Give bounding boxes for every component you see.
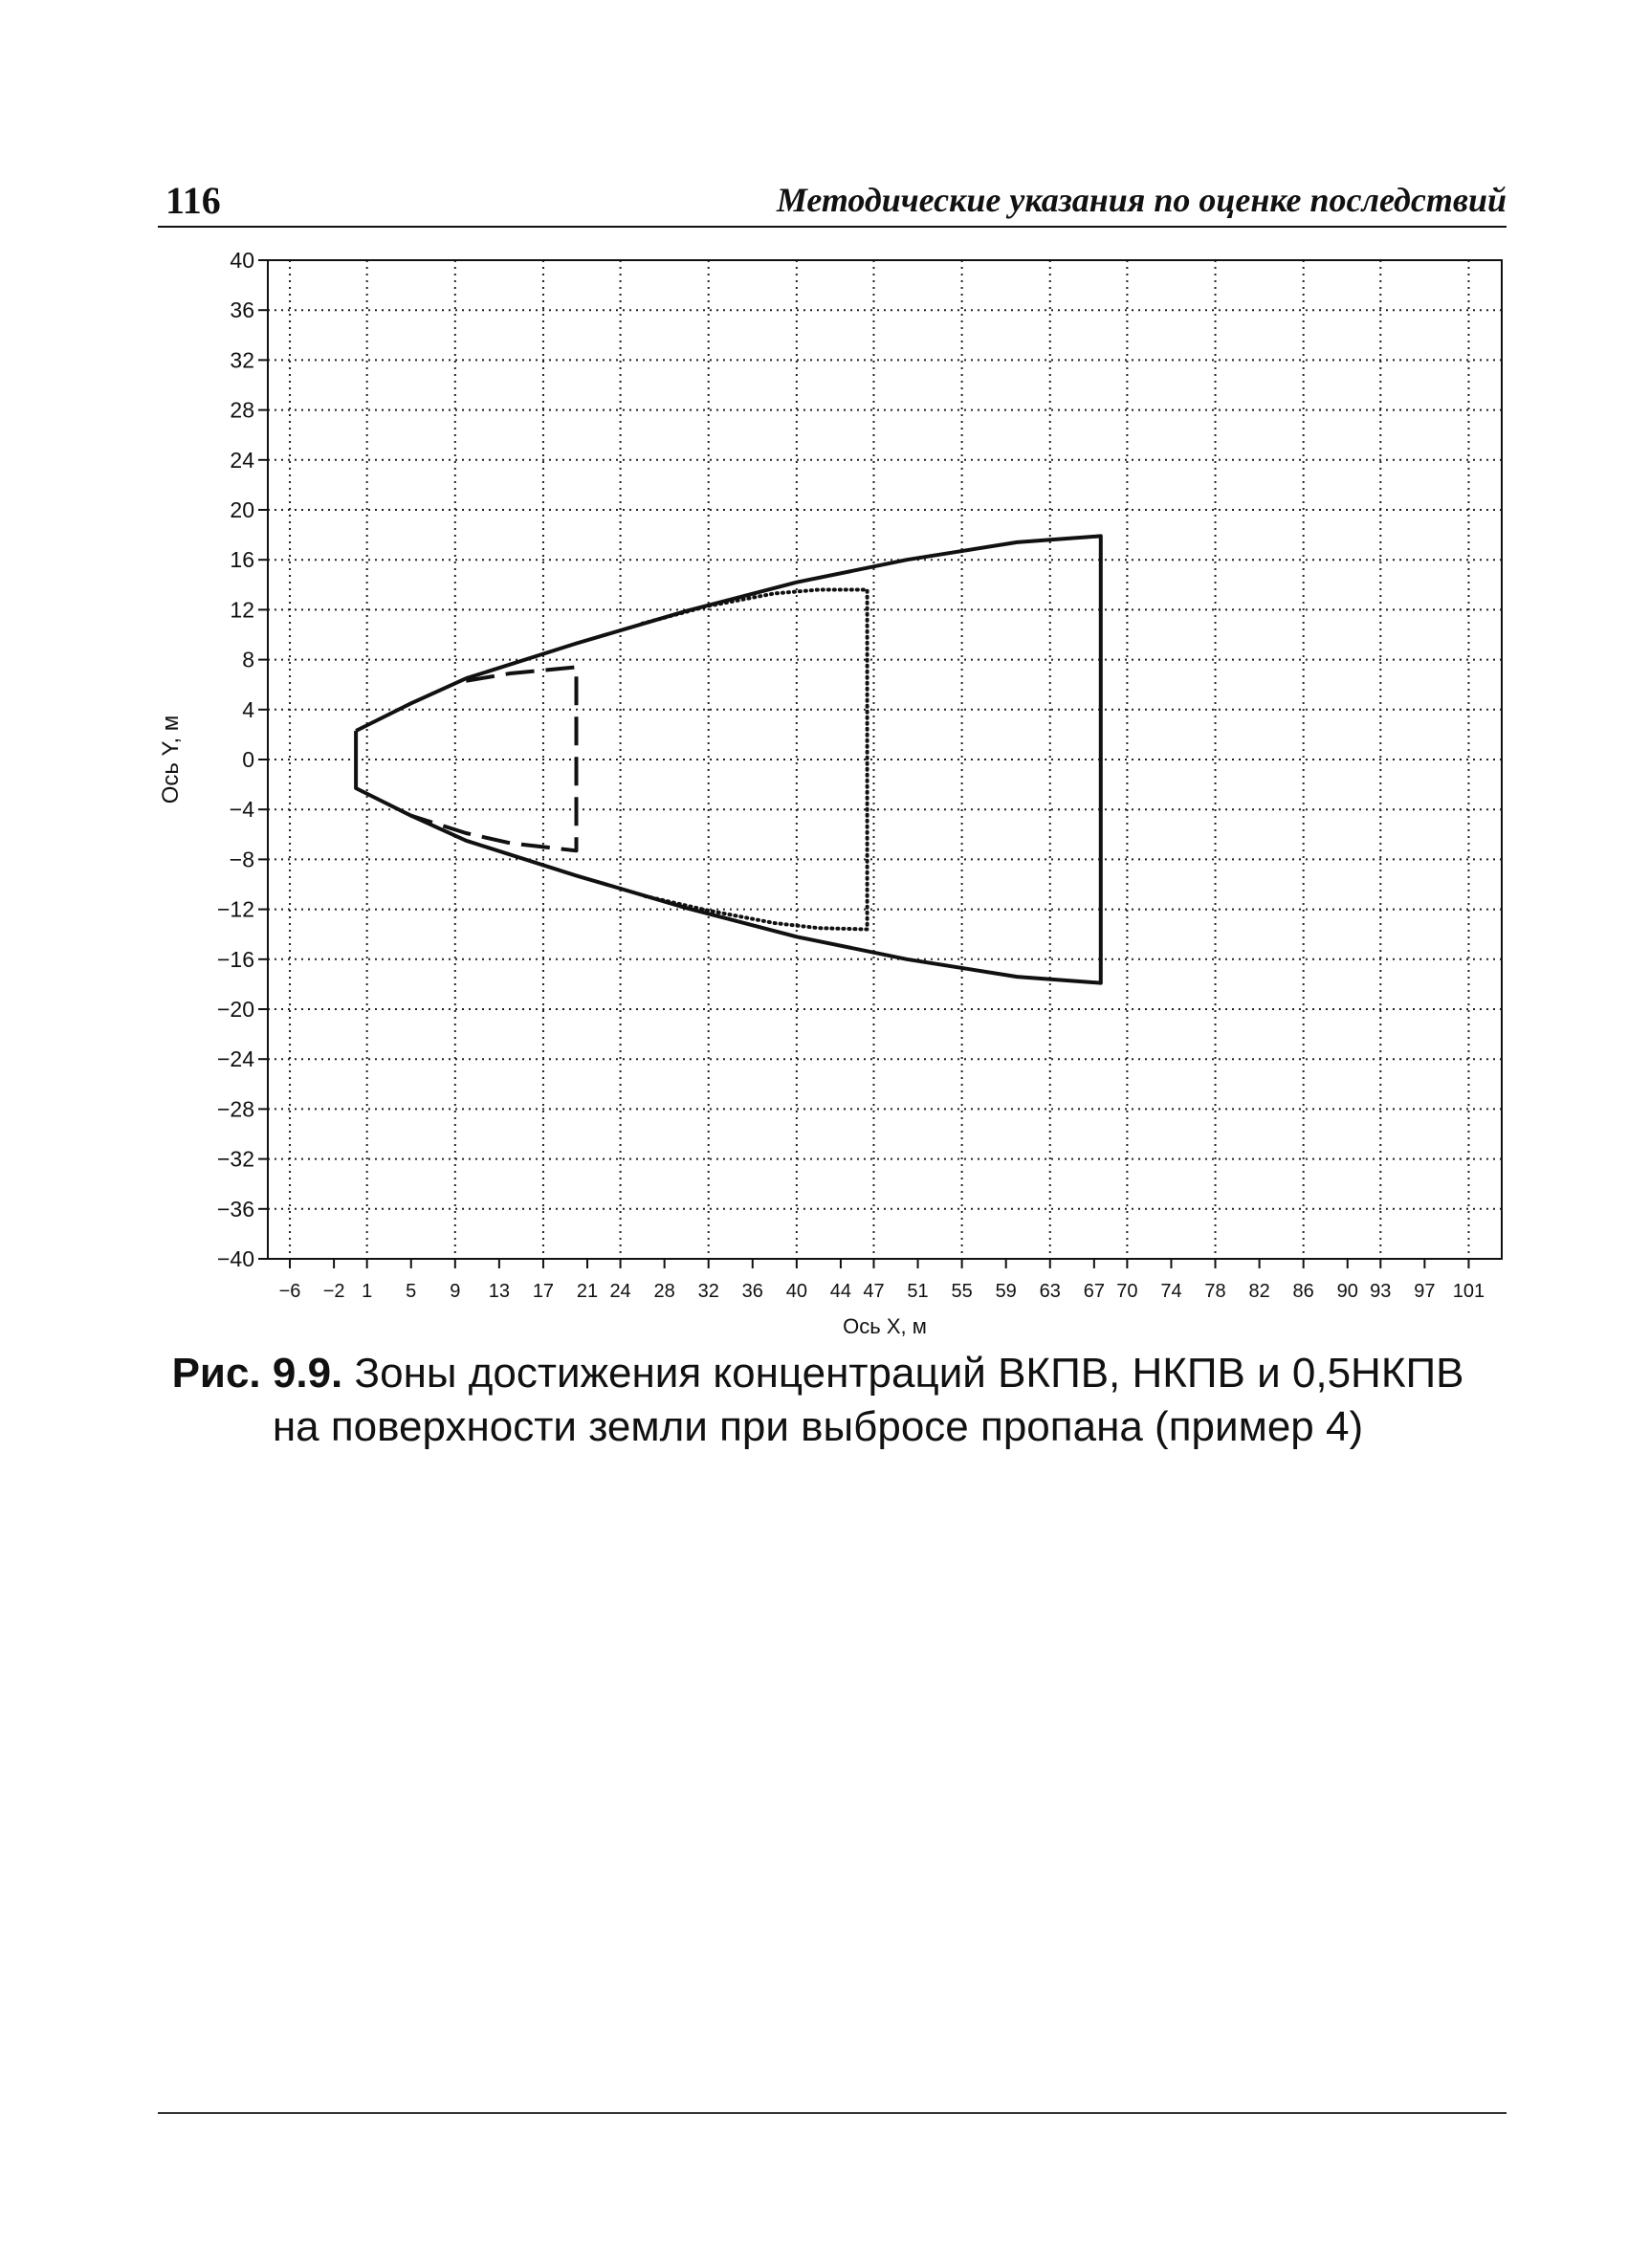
- y-tick-label: 12: [230, 597, 254, 622]
- series-dotted-line: [640, 587, 869, 932]
- y-tick-label: −20: [217, 997, 254, 1022]
- caption-text-2: на поверхности земли при выбросе пропана…: [272, 1403, 1364, 1450]
- y-tick-label: 32: [230, 347, 254, 372]
- x-tick-label: 67: [1084, 1281, 1105, 1302]
- y-tick-label: −32: [217, 1147, 254, 1172]
- y-axis-label: Ось Y, м: [158, 716, 184, 804]
- x-tick-label: −6: [279, 1281, 301, 1302]
- x-tick-label: 70: [1116, 1281, 1137, 1302]
- y-tick-label: −36: [217, 1197, 254, 1222]
- x-tick-label: 24: [609, 1281, 630, 1302]
- x-tick-label: 17: [533, 1281, 554, 1302]
- x-tick-label: 59: [996, 1281, 1017, 1302]
- x-tick-label: 28: [654, 1281, 675, 1302]
- x-tick-label: 101: [1453, 1281, 1485, 1302]
- caption-line-1: Рис. 9.9. Зоны достижения концентраций В…: [143, 1347, 1492, 1400]
- caption-text-1: Зоны достижения концентраций ВКПВ, НКПВ …: [354, 1350, 1464, 1397]
- y-tick-label: 28: [230, 398, 254, 423]
- y-tick-label: −16: [217, 947, 254, 972]
- y-tick-label: 36: [230, 297, 254, 322]
- x-tick-label: 74: [1160, 1281, 1181, 1302]
- footer-rule: [158, 2112, 1507, 2114]
- x-tick-label: 63: [1040, 1281, 1061, 1302]
- x-tick-label: 44: [830, 1281, 851, 1302]
- y-tick-label: −40: [217, 1246, 254, 1271]
- y-tick-label: 0: [242, 747, 254, 772]
- x-tick-label: 32: [698, 1281, 719, 1302]
- x-tick-label: 90: [1337, 1281, 1358, 1302]
- x-tick-label: 1: [362, 1281, 372, 1302]
- x-tick-label: 36: [742, 1281, 763, 1302]
- y-tick-label: 24: [230, 448, 254, 473]
- running-title: Методические указания по оценке последст…: [776, 181, 1507, 219]
- x-axis-label: Ось X, м: [843, 1314, 927, 1338]
- page-number: 116: [165, 179, 221, 222]
- y-axis-ticks: 4036322824201612840−4−8−12−16−20−24−28−3…: [217, 248, 268, 1271]
- caption-label: Рис. 9.9.: [171, 1350, 343, 1397]
- y-tick-label: 20: [230, 497, 254, 522]
- x-tick-label: −2: [323, 1281, 345, 1302]
- y-tick-label: 4: [242, 697, 254, 722]
- x-tick-label: 47: [863, 1281, 884, 1302]
- y-tick-label: −24: [217, 1046, 254, 1071]
- series-group: [354, 534, 1103, 985]
- page-header: 116 Методические указания по оценке посл…: [158, 172, 1507, 228]
- x-tick-label: 55: [952, 1281, 973, 1302]
- y-tick-label: 40: [230, 248, 254, 273]
- x-tick-label: 5: [406, 1281, 416, 1302]
- concentration-zones-chart: 4036322824201612840−4−8−12−16−20−24−28−3…: [158, 248, 1503, 1338]
- x-tick-label: 93: [1370, 1281, 1391, 1302]
- y-tick-label: −12: [217, 897, 254, 922]
- y-tick-label: −28: [217, 1096, 254, 1121]
- y-tick-label: −8: [230, 847, 254, 871]
- figure-caption: Рис. 9.9. Зоны достижения концентраций В…: [143, 1347, 1492, 1454]
- x-tick-label: 51: [907, 1281, 928, 1302]
- y-tick-label: −4: [230, 797, 254, 822]
- x-tick-label: 9: [450, 1281, 460, 1302]
- x-tick-label: 13: [489, 1281, 510, 1302]
- grid: [268, 260, 1502, 1259]
- series-dashed-line: [410, 665, 579, 853]
- y-tick-label: 8: [242, 648, 254, 672]
- x-tick-label: 97: [1414, 1281, 1435, 1302]
- x-tick-label: 78: [1204, 1281, 1225, 1302]
- x-axis-ticks: −6 −2 1 5 9 13 17 21 24 28 32 36 40 44 47 51 55 59 63 67 70 7…: [279, 1259, 1485, 1302]
- x-tick-label: 86: [1293, 1281, 1314, 1302]
- x-tick-label: 40: [786, 1281, 807, 1302]
- x-tick-label: 82: [1248, 1281, 1269, 1302]
- series-solid-line: [354, 534, 1103, 985]
- x-tick-label: 21: [577, 1281, 598, 1302]
- y-tick-label: 16: [230, 547, 254, 572]
